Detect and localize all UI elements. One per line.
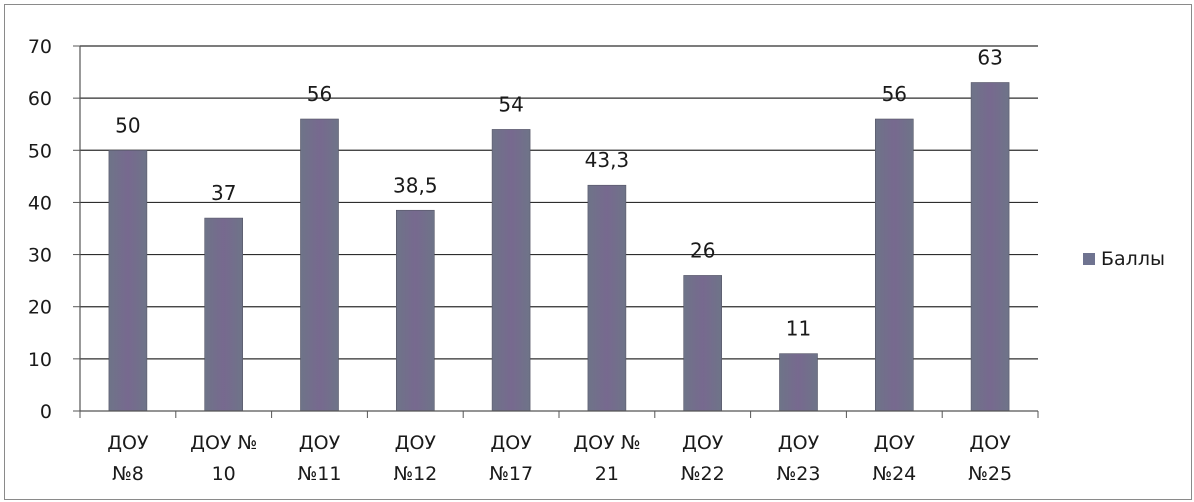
category-label: №12 — [393, 463, 437, 485]
category-label: ДОУ — [969, 432, 1011, 454]
bar — [204, 217, 243, 412]
category-label: ДОУ — [778, 432, 820, 454]
category-label: ДОУ № — [573, 432, 640, 454]
category-label: ДОУ — [682, 432, 724, 454]
category-label: №23 — [777, 463, 821, 485]
category-label: ДОУ № — [190, 432, 257, 454]
data-label: 50 — [115, 113, 140, 137]
data-label: 26 — [690, 238, 715, 262]
data-label: 63 — [977, 46, 1002, 70]
bar — [874, 118, 914, 412]
legend: Баллы — [1083, 248, 1165, 270]
data-label: 37 — [211, 181, 236, 205]
category-label: №25 — [968, 463, 1012, 485]
legend-label: Баллы — [1101, 248, 1165, 270]
data-label: 38,5 — [393, 173, 438, 197]
data-label: 56 — [882, 82, 907, 106]
bar — [970, 82, 1010, 412]
y-tick-label: 10 — [28, 349, 52, 371]
category-label: 10 — [212, 463, 236, 485]
y-tick-label: 0 — [40, 401, 52, 423]
category-label: №17 — [489, 463, 533, 485]
category-label: 21 — [595, 463, 619, 485]
category-label: ДОУ — [874, 432, 916, 454]
y-tick-label: 60 — [28, 88, 52, 110]
labels: 0 10 20 30 40 50 60 70 50 ДОУ №8 37 ДОУ № 10 56 ДОУ №11 3… — [28, 36, 1012, 485]
y-tick-label: 20 — [28, 297, 52, 319]
bars — [108, 82, 1010, 412]
bar — [683, 275, 723, 412]
data-label: 11 — [786, 317, 811, 341]
data-label: 54 — [498, 92, 523, 116]
bar — [395, 209, 435, 412]
bar — [779, 353, 818, 412]
axes — [73, 45, 1039, 418]
y-tick-label: 50 — [28, 140, 52, 162]
category-label: №11 — [298, 463, 342, 485]
y-tick-label: 40 — [28, 192, 52, 214]
category-label: ДОУ — [299, 432, 341, 454]
y-tick-label: 30 — [28, 245, 52, 267]
category-label: ДОУ — [107, 432, 149, 454]
category-label: ДОУ — [395, 432, 437, 454]
category-label: №8 — [112, 463, 144, 485]
bar — [108, 149, 148, 412]
bar — [587, 184, 627, 412]
data-label: 43,3 — [585, 148, 630, 172]
y-tick-label: 70 — [28, 36, 52, 58]
data-label: 56 — [307, 82, 332, 106]
bar — [491, 129, 531, 412]
category-label: №22 — [681, 463, 725, 485]
category-label: ДОУ — [490, 432, 532, 454]
category-label: №24 — [872, 463, 916, 485]
legend-swatch — [1083, 253, 1095, 265]
bar — [300, 118, 339, 412]
